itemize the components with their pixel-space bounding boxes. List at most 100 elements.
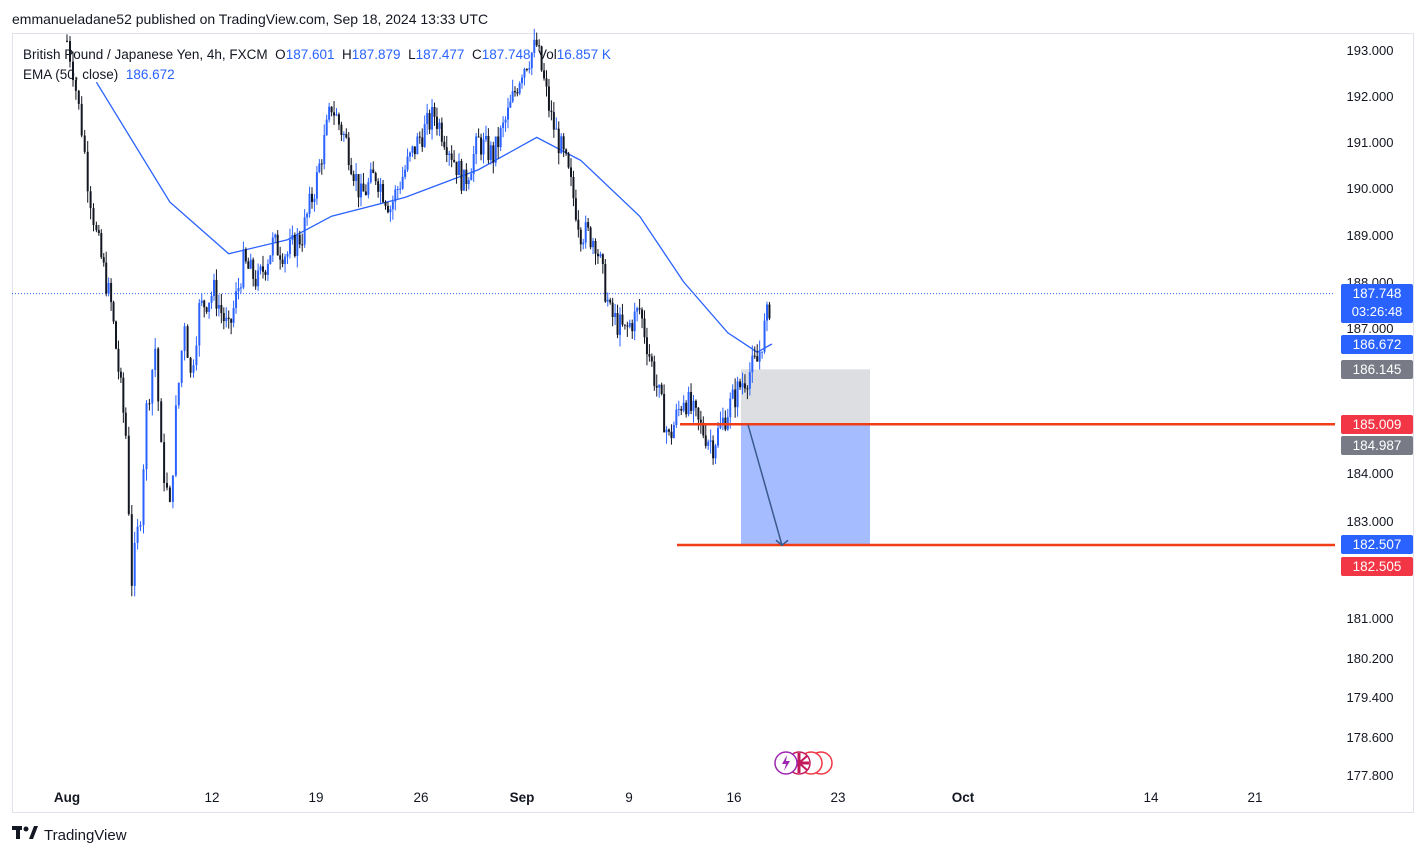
candle-body bbox=[514, 91, 516, 93]
candle-body bbox=[205, 307, 208, 312]
candle-body bbox=[139, 525, 142, 527]
candle-body bbox=[614, 313, 617, 317]
x-tick-label: 16 bbox=[726, 790, 741, 805]
candle-body bbox=[315, 172, 318, 199]
candle-body bbox=[707, 441, 710, 446]
candle-body bbox=[653, 361, 656, 386]
close-value: 187.748 bbox=[481, 47, 531, 62]
candle-body bbox=[702, 422, 705, 436]
candle-body bbox=[504, 119, 507, 123]
candle-body bbox=[641, 309, 644, 319]
candle-body bbox=[303, 217, 306, 245]
candle-body bbox=[220, 305, 223, 314]
candle-body bbox=[369, 169, 372, 183]
y-tick-label: 189.000 bbox=[1347, 228, 1394, 243]
candle-body bbox=[171, 475, 174, 502]
candle-body bbox=[284, 256, 287, 264]
candle-body bbox=[423, 124, 426, 147]
y-tick-label: 190.000 bbox=[1347, 181, 1394, 196]
projection-arrow bbox=[747, 424, 783, 546]
candle-body bbox=[756, 356, 759, 362]
candle-body bbox=[692, 400, 695, 411]
legend-ema-row[interactable]: EMA (50, close) 186.672 bbox=[23, 65, 611, 85]
candle-body bbox=[413, 146, 416, 155]
chart-frame bbox=[12, 33, 1414, 813]
candle-body bbox=[337, 114, 340, 125]
countdown-value: 03:26:48 bbox=[1351, 304, 1403, 319]
candle-body bbox=[694, 400, 697, 408]
y-tick-label: 177.800 bbox=[1347, 768, 1394, 783]
stop-price-tag: 186.145 bbox=[1341, 360, 1413, 379]
candle-body bbox=[572, 176, 575, 199]
candle-body bbox=[399, 188, 402, 190]
tradingview-logo-icon bbox=[12, 826, 38, 844]
candle-body bbox=[731, 389, 734, 399]
candle-body bbox=[677, 408, 680, 410]
candle-body bbox=[130, 514, 133, 586]
candle-body bbox=[709, 440, 712, 442]
candle-body bbox=[308, 193, 311, 214]
volume-value: 16.857 K bbox=[556, 47, 611, 62]
candle-body bbox=[286, 254, 289, 257]
candle-body bbox=[638, 308, 641, 310]
candle-body bbox=[394, 189, 397, 202]
candle-body bbox=[148, 403, 151, 405]
candle-body bbox=[435, 116, 438, 129]
candle-body bbox=[562, 136, 565, 150]
candle-body bbox=[753, 355, 756, 357]
candle-body bbox=[157, 348, 160, 402]
candle-body bbox=[313, 198, 316, 203]
entry-line-price-tag: 185.009 bbox=[1341, 415, 1413, 434]
candle-body bbox=[298, 234, 301, 245]
x-tick-label: Oct bbox=[952, 790, 975, 805]
candle-body bbox=[227, 317, 230, 320]
candle-body bbox=[643, 318, 646, 338]
tradingview-footer[interactable]: TradingView bbox=[12, 826, 127, 844]
position-zones bbox=[12, 293, 1335, 545]
open-value: 187.601 bbox=[285, 47, 335, 62]
event-badges[interactable] bbox=[773, 750, 837, 776]
candle-body bbox=[528, 68, 531, 70]
x-tick-label: 21 bbox=[1247, 790, 1262, 805]
candle-body bbox=[386, 205, 389, 213]
candle-body bbox=[401, 176, 404, 189]
candle-body bbox=[364, 191, 367, 195]
candle-body bbox=[628, 323, 631, 327]
candle-body bbox=[396, 188, 399, 190]
candle-body bbox=[97, 230, 100, 234]
candle-body bbox=[472, 154, 475, 174]
y-tick-label: 179.400 bbox=[1347, 690, 1394, 705]
candle-body bbox=[384, 201, 387, 206]
candle-body bbox=[458, 160, 460, 176]
candle-body bbox=[507, 107, 509, 120]
candle-body bbox=[533, 39, 536, 53]
candle-body bbox=[587, 222, 590, 228]
candle-body bbox=[145, 403, 148, 470]
candle-body bbox=[497, 136, 500, 148]
candle-body bbox=[599, 254, 602, 257]
candle-body bbox=[428, 113, 431, 130]
candle-body bbox=[592, 241, 595, 248]
candle-body bbox=[672, 425, 675, 439]
legend-ohlc-row: British Pound / Japanese Yen, 4h, FXCM O… bbox=[23, 45, 611, 65]
candle-body bbox=[560, 136, 563, 154]
x-tick-label: 26 bbox=[413, 790, 428, 805]
candle-body bbox=[663, 393, 666, 433]
candle-body bbox=[264, 271, 267, 275]
candle-body bbox=[665, 429, 668, 433]
last-price-tag: 187.748 03:26:48 bbox=[1341, 284, 1413, 323]
y-tick-label: 192.000 bbox=[1347, 89, 1394, 104]
candle-body bbox=[259, 266, 262, 271]
ema-line bbox=[95, 81, 773, 353]
candle-body bbox=[142, 469, 145, 526]
candle-body bbox=[122, 377, 125, 413]
candle-body bbox=[357, 174, 360, 198]
candle-body bbox=[535, 39, 538, 46]
candle-body bbox=[645, 337, 648, 355]
candle-body bbox=[502, 122, 505, 128]
candle-body bbox=[660, 384, 663, 394]
candle-body bbox=[443, 141, 446, 148]
candle-body bbox=[180, 350, 183, 383]
candle-body bbox=[281, 259, 284, 264]
